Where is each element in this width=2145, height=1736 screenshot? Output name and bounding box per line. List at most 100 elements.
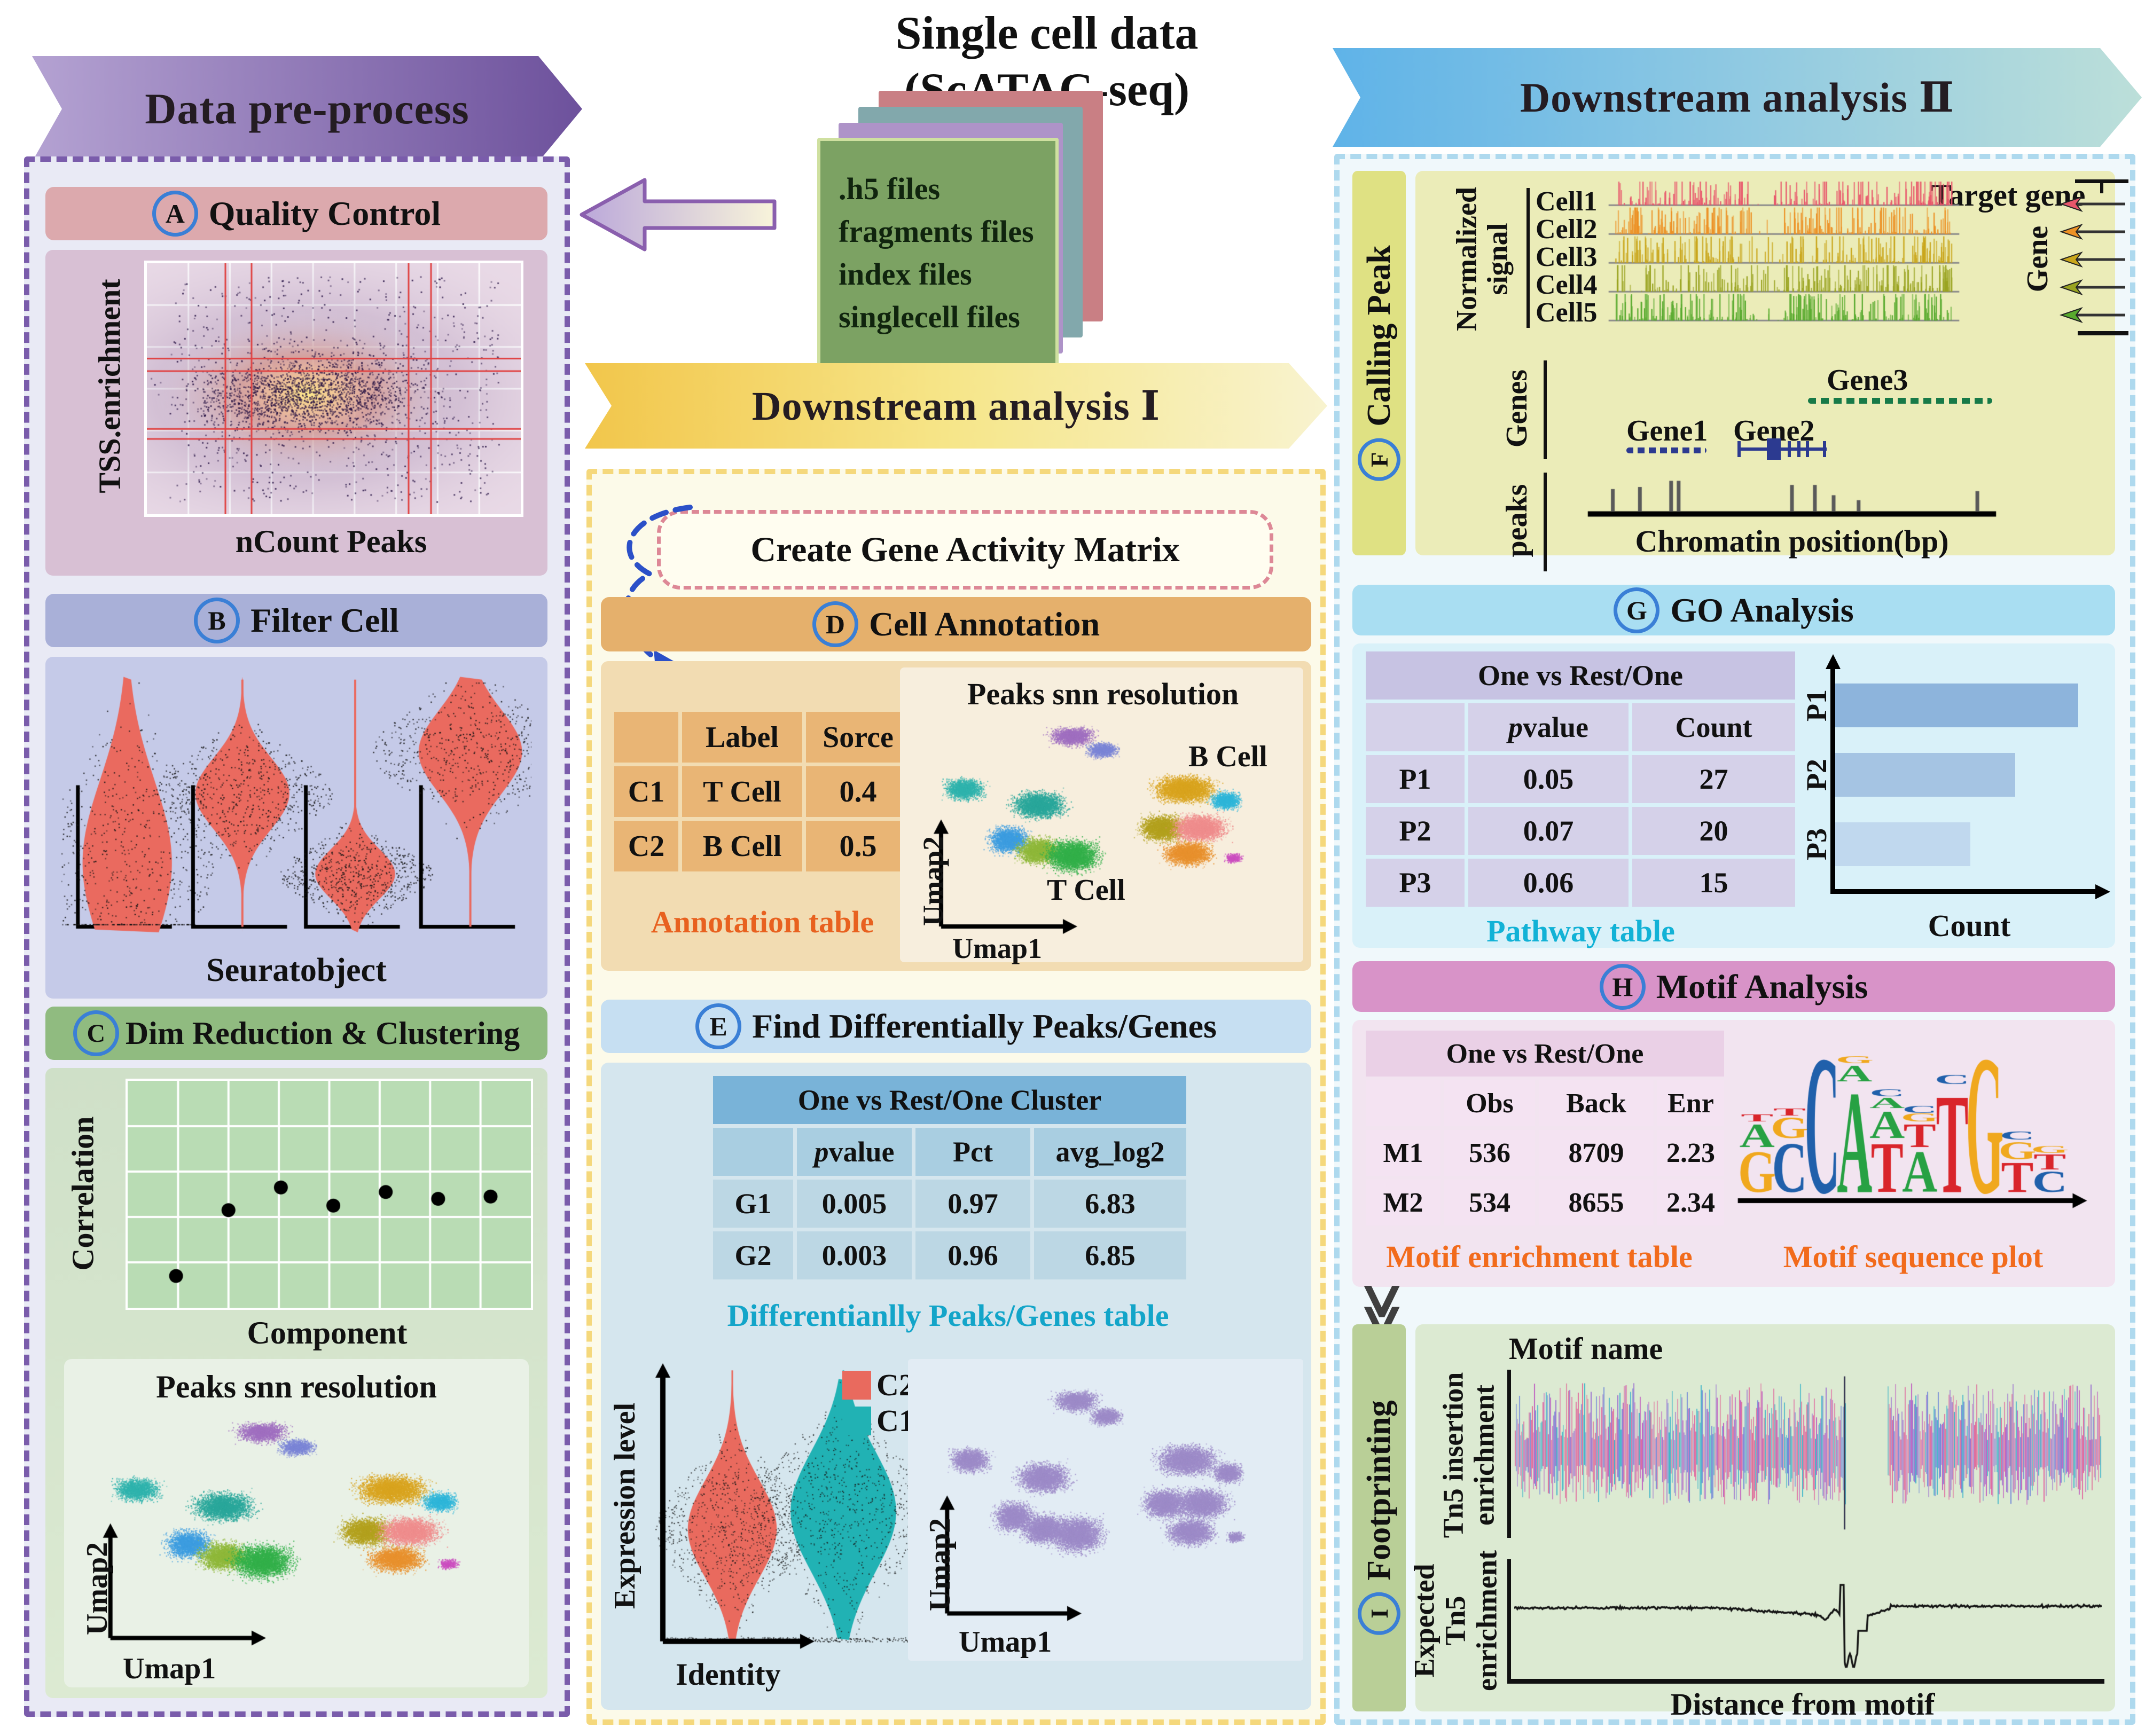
section-c-title: Dim Reduction & Clustering bbox=[125, 1015, 520, 1051]
legend-swatch bbox=[842, 1370, 871, 1400]
banner-preprocess-label: Data pre-process bbox=[145, 84, 469, 133]
motif-col-back: Back bbox=[1539, 1080, 1654, 1126]
elbow-plot-canvas bbox=[126, 1079, 533, 1310]
section-f-badge: F bbox=[1358, 438, 1400, 481]
annotation-cell: 0.5 bbox=[806, 821, 910, 871]
motif-panel: One vs Rest/One Obs Back Enr M1 536 8709… bbox=[1352, 1020, 2115, 1287]
gene-marker bbox=[2059, 195, 2125, 213]
section-e-header: E Find Differentially Peaks/Genes bbox=[601, 1000, 1311, 1053]
diff-cell: 0.003 bbox=[797, 1231, 912, 1279]
gene1-track bbox=[1626, 447, 1706, 453]
file-item-index: index files bbox=[839, 257, 972, 292]
section-e-badge: E bbox=[695, 1003, 742, 1049]
motif-cell: 536 bbox=[1444, 1130, 1535, 1176]
genes-bracket bbox=[1544, 360, 1547, 459]
gene3-track bbox=[1808, 398, 1992, 404]
tn5-yaxis bbox=[1507, 1370, 1511, 1538]
annotation-umap-ylabel: Umap2 bbox=[917, 836, 949, 926]
footprint-panel: Motif name Tn5 insertion enrichment Expec… bbox=[1408, 1324, 2115, 1722]
section-a-badge: A bbox=[152, 191, 198, 237]
signal-tracks-canvas bbox=[1605, 182, 1963, 326]
go-caption: Pathway table bbox=[1486, 914, 1675, 948]
go-cell: 15 bbox=[1632, 859, 1795, 907]
gene2-track bbox=[1737, 438, 1827, 460]
peaks-group-label: peaks bbox=[1500, 484, 1533, 557]
footprint-sidebar: I Footprinting bbox=[1352, 1324, 1406, 1711]
diff-cell: G1 bbox=[713, 1180, 793, 1228]
section-h-badge: H bbox=[1599, 963, 1646, 1010]
chromatin-position-label: Chromatin position(bp) bbox=[1635, 524, 1949, 559]
qc-ylabel: TSS.enrichment bbox=[92, 279, 127, 493]
genes-group-label: Genes bbox=[1500, 369, 1533, 448]
go-bar bbox=[1835, 684, 2078, 727]
section-c-header: C Dim Reduction & Clustering bbox=[45, 1007, 547, 1060]
diff-violin-canvas bbox=[649, 1362, 927, 1650]
expected-yaxis bbox=[1507, 1559, 1511, 1683]
motif-name-label: Motif name bbox=[1509, 1331, 1663, 1366]
dimred-umap-canvas bbox=[80, 1407, 513, 1655]
gene-marker bbox=[2059, 251, 2125, 268]
section-a-title: Quality Control bbox=[208, 194, 441, 232]
file-item-singlecell: singlecell files bbox=[839, 300, 1020, 334]
dashed-flow-arrow-icon bbox=[624, 505, 693, 673]
go-table: One vs Rest/One p value Count P1 0.05 27 … bbox=[1366, 651, 1795, 907]
qc-panel: TSS.enrichment nCount Peaks bbox=[45, 250, 547, 576]
go-col-pvalue: p value bbox=[1468, 703, 1629, 751]
qc-xlabel: nCount Peaks bbox=[235, 524, 427, 559]
section-d-title: Cell Annotation bbox=[868, 605, 1100, 643]
diff-panel: One vs Rest/One Cluster p value Pct avg_l… bbox=[601, 1063, 1311, 1710]
annotation-umap-canvas bbox=[915, 713, 1289, 942]
motif-col-obs: Obs bbox=[1444, 1080, 1535, 1126]
diff-caption: Differentianlly Peaks/Genes table bbox=[727, 1298, 1169, 1333]
banner-preprocess: Data pre-process bbox=[32, 56, 582, 162]
motif-plot-caption: Motif sequence plot bbox=[1783, 1239, 2044, 1274]
section-g-title: GO Analysis bbox=[1670, 591, 1854, 629]
footprint-sidebar-label: I Footprinting bbox=[1358, 1400, 1400, 1635]
cell-track-label: Cell5 bbox=[1536, 297, 1598, 328]
annotation-cell: T Cell bbox=[682, 766, 802, 817]
section-e-title: Find Differentially Peaks/Genes bbox=[752, 1007, 1217, 1045]
section-a-header: A Quality Control bbox=[45, 187, 547, 240]
diff-col-pvalue: p value bbox=[797, 1128, 912, 1176]
annotation-umap-xlabel: Umap1 bbox=[952, 932, 1043, 964]
gene-marker bbox=[2059, 307, 2125, 324]
diff-cell: 6.83 bbox=[1034, 1180, 1186, 1228]
diff-umap-ylabel: Umap2 bbox=[923, 1518, 957, 1612]
tn5-ylabel: Tn5 insertion enrichment bbox=[1437, 1372, 1500, 1538]
diff-legend: C2 C1 bbox=[842, 1367, 914, 1439]
expected-ylabel: Expected Tn5 enrichment bbox=[1408, 1550, 1503, 1691]
create-gam-box: Create Gene Activity Matrix bbox=[657, 510, 1273, 590]
normalized-signal-label: Normalized signal bbox=[1450, 187, 1514, 331]
dimred-ylabel: Correlation bbox=[65, 1116, 100, 1271]
go-cell: 0.07 bbox=[1468, 807, 1629, 855]
diff-umap-xlabel: Umap1 bbox=[959, 1625, 1052, 1659]
annotation-cell: C2 bbox=[614, 821, 678, 871]
motif-col-enr: Enr bbox=[1657, 1080, 1724, 1126]
annotation-bcell-label: B Cell bbox=[1188, 740, 1267, 773]
section-h-header: H Motif Analysis bbox=[1352, 961, 2115, 1012]
go-panel: One vs Rest/One p value Count P1 0.05 27 … bbox=[1352, 643, 2115, 948]
annotation-tcell-label: T Cell bbox=[1047, 874, 1125, 907]
calling-sidebar: F Calling Peak bbox=[1352, 171, 1406, 555]
go-cell: 0.05 bbox=[1468, 755, 1629, 803]
motif-table: One vs Rest/One Obs Back Enr M1 536 8709… bbox=[1366, 1031, 1724, 1226]
diff-violin-xlabel: Identity bbox=[676, 1657, 781, 1692]
go-xaxis-arrow-icon bbox=[2095, 884, 2110, 899]
create-gam-label: Create Gene Activity Matrix bbox=[750, 530, 1180, 569]
annotation-cell: 0.4 bbox=[806, 766, 910, 817]
dimred-umap-box: Peaks snn resolution Umap2 Umap1 bbox=[64, 1359, 529, 1687]
motif-cell: 534 bbox=[1444, 1180, 1535, 1226]
go-table-span: One vs Rest/One bbox=[1366, 651, 1795, 700]
go-chart-xlabel: Count bbox=[1928, 908, 2011, 943]
banner-downstream-2-label: Downstream analysis Ⅱ bbox=[1520, 74, 1955, 121]
legend-swatch bbox=[842, 1406, 871, 1435]
go-cell: P3 bbox=[1366, 859, 1465, 907]
section-g-header: G GO Analysis bbox=[1352, 585, 2115, 635]
motif-cell: M1 bbox=[1366, 1130, 1441, 1176]
distance-from-motif-label: Distance from motif bbox=[1670, 1687, 1935, 1722]
annotation-umap-title: Peaks snn resolution bbox=[967, 677, 1239, 711]
cell-track-label: Cell3 bbox=[1536, 242, 1598, 272]
file-card-green: .h5 files fragments files index files si… bbox=[817, 138, 1059, 368]
dimred-umap-xlabel: Umap1 bbox=[123, 1652, 216, 1685]
go-cell: 20 bbox=[1632, 807, 1795, 855]
